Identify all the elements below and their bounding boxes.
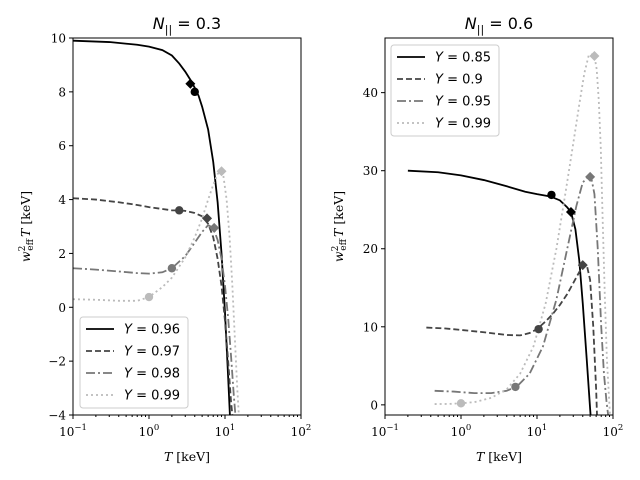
diamond-marker-0-95: [585, 171, 596, 182]
y-tick-label: −2: [48, 355, 66, 369]
series-line-0-95: [434, 175, 610, 415]
y-tick-label: 10: [363, 320, 378, 334]
x-tick-label: 102: [291, 423, 312, 439]
x-tick-label: 10−1: [371, 423, 399, 439]
diamond-marker-0-96: [185, 78, 196, 89]
legend-label: Y = 0.98: [124, 367, 180, 382]
x-tick-label: 102: [603, 423, 624, 439]
circle-marker-0-95: [511, 382, 520, 392]
diamond-marker-0-85: [565, 207, 576, 218]
y-tick-label: 2: [58, 247, 66, 261]
circle-marker-0-99: [144, 292, 154, 302]
axes-frame: [72, 37, 302, 416]
x-axis: 10−1 100 101 102: [371, 415, 623, 439]
plot-area: [407, 50, 611, 415]
series-line-0-99: [434, 53, 611, 415]
x-tick-label: 101: [215, 423, 236, 439]
x-tick-label: 100: [451, 423, 472, 439]
legend-label: Y = 0.95: [435, 95, 491, 110]
circle-marker-0-97: [175, 206, 184, 215]
legend-box: [390, 44, 500, 137]
diamond-marker-0-99: [589, 50, 600, 61]
circle-marker-0-85: [547, 190, 556, 200]
chart-title: N|| = 0.6: [465, 14, 533, 36]
x-tick-label: 100: [139, 423, 160, 439]
chart-title: N|| = 0.3: [153, 14, 221, 36]
circle-marker-0-9: [534, 324, 543, 334]
y-tick-label: 4: [58, 193, 66, 207]
plot-area: [73, 39, 240, 415]
legend-label: Y = 0.99: [124, 389, 180, 404]
series-line-0-9: [426, 263, 598, 415]
y-tick-label: 40: [363, 86, 378, 100]
y-tick-label: 8: [58, 85, 66, 99]
legend-label: Y = 0.99: [435, 117, 491, 132]
y-axis: −4 −2 0 2 4 6 8 10: [48, 32, 73, 423]
series-line-0-85: [407, 169, 592, 415]
diamond-marker-0-97: [202, 213, 213, 224]
diamond-marker-0-99: [216, 166, 227, 177]
y-tick-label: 0: [370, 398, 378, 412]
axes-frame: [384, 37, 614, 416]
left-chart-panel: 10−1 100 101 102 −4 −2 0 2 4 6 8 10 N|| = 0.3 T [keV]…: [18, 14, 311, 464]
y-axis-label: w2effT [keV]: [18, 191, 36, 262]
series-line-0-98: [73, 224, 237, 415]
legend-label: Y = 0.97: [124, 345, 180, 360]
circle-marker-0-99: [456, 399, 466, 408]
legend-label: Y = 0.85: [435, 51, 491, 66]
y-axis: 0 10 20 30 40: [363, 86, 385, 412]
x-axis-label: T [keV]: [476, 449, 522, 464]
diamond-marker-0-98: [209, 222, 220, 233]
y-axis-label: w2effT [keV]: [331, 191, 349, 262]
legend-label: Y = 0.9: [435, 73, 483, 88]
series-line-0-97: [73, 197, 234, 415]
x-tick-label: 101: [527, 423, 548, 439]
y-tick-label: 6: [58, 139, 66, 153]
legend-label: Y = 0.96: [124, 323, 180, 338]
y-tick-label: 30: [363, 164, 378, 178]
legend-box: [79, 316, 189, 409]
circle-marker-0-96: [190, 87, 199, 97]
y-tick-label: 20: [363, 242, 378, 256]
x-tick-label: 10−1: [59, 423, 87, 439]
diamond-marker-0-9: [577, 260, 588, 271]
legend: Y = 0.96 Y = 0.97 Y = 0.98 Y = 0.99: [79, 316, 189, 409]
x-axis-label: T [keV]: [164, 449, 210, 464]
y-tick-label: 0: [58, 301, 66, 315]
circle-marker-0-98: [167, 264, 177, 273]
y-tick-label: −4: [48, 409, 66, 423]
legend: Y = 0.85 Y = 0.9 Y = 0.95 Y = 0.99: [390, 44, 500, 137]
y-tick-label: 10: [51, 32, 66, 46]
x-axis: 10−1 100 101 102: [59, 415, 311, 439]
